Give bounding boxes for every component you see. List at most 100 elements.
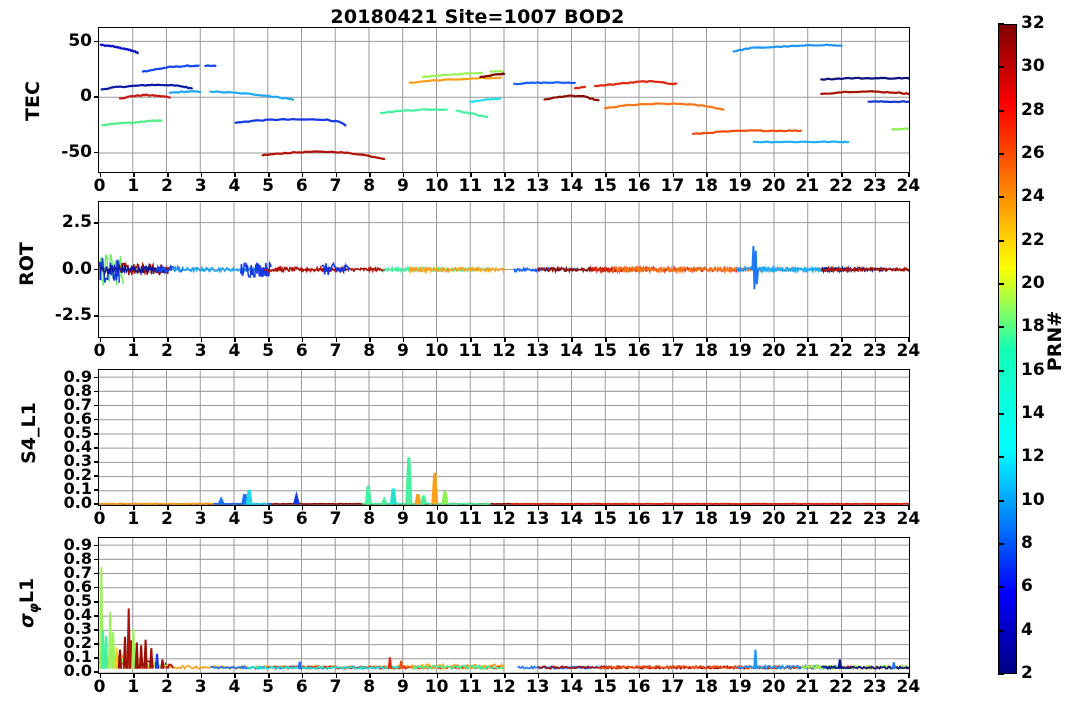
p3-xtick-mark xyxy=(99,505,102,510)
p4-ytick-mark xyxy=(94,657,99,659)
colorbar xyxy=(998,24,1017,674)
p2-xtick-label: 4 xyxy=(228,341,241,361)
p1-xtick-label: 15 xyxy=(593,176,617,196)
p3-xtick-mark xyxy=(167,505,169,510)
p3-xtick-label: 13 xyxy=(525,509,550,529)
p3-ytick-label: 0.0 xyxy=(63,493,92,513)
p3-xtick-label: 22 xyxy=(829,509,853,529)
p3-ytick-label: 0.4 xyxy=(63,437,92,457)
p2-xtick-mark xyxy=(908,337,910,342)
p3-ytick-mark xyxy=(94,475,99,477)
p3-ytick-mark xyxy=(94,376,99,379)
p3-ytick-label: 0.5 xyxy=(63,422,92,442)
p2-xtick-label: 10 xyxy=(424,341,449,361)
p3-ytick-mark xyxy=(94,461,99,463)
p3-ytick-mark xyxy=(94,447,99,449)
p4-ytick-mark xyxy=(94,600,99,603)
p3-xtick-mark xyxy=(571,505,573,510)
p3-ytick-mark xyxy=(94,432,99,435)
p1-xtick-label: 7 xyxy=(329,176,342,196)
p1-xtick-mark xyxy=(436,172,439,177)
colorbar-tick-mark xyxy=(998,23,1004,25)
p4-xtick-label: 14 xyxy=(559,677,584,697)
p3-xtick-label: 0 xyxy=(93,509,106,529)
p3-xtick-label: 2 xyxy=(161,509,173,529)
p3-xtick-label: 10 xyxy=(424,509,449,529)
p2-xtick-label: 11 xyxy=(458,341,483,361)
p2-xtick-mark xyxy=(638,337,641,342)
p4-ytick-label: 0.7 xyxy=(63,562,92,582)
colorbar-tick-mark xyxy=(998,629,1004,632)
p4-ytick-label: 0.6 xyxy=(63,576,92,596)
p4-ytick-mark xyxy=(94,615,99,617)
p2-xtick-label: 19 xyxy=(728,341,752,361)
p3-ytick-label: 0.9 xyxy=(63,366,92,386)
colorbar-tick-label: 8 xyxy=(1021,533,1033,553)
p3-ytick-label: 0.6 xyxy=(63,408,92,428)
p4-xtick-mark xyxy=(908,673,910,678)
p1-xtick-mark xyxy=(301,172,304,177)
p1-xtick-mark xyxy=(335,172,338,177)
p3-xtick-label: 3 xyxy=(194,509,207,529)
p1-xtick-label: 14 xyxy=(559,176,584,196)
p1-xtick-mark xyxy=(638,172,641,177)
p3-xtick-label: 7 xyxy=(329,509,342,529)
p1-xtick-label: 21 xyxy=(795,176,820,196)
p4-ytick-mark xyxy=(94,544,99,547)
colorbar-tick-label: 26 xyxy=(1021,143,1045,163)
colorbar-tick-mark xyxy=(998,326,1004,329)
p4-xtick-label: 6 xyxy=(295,677,308,697)
p3-xtick-label: 21 xyxy=(795,509,820,529)
p2-xtick-mark xyxy=(537,337,540,342)
p2-xtick-mark xyxy=(167,337,169,342)
p3-xtick-mark xyxy=(773,505,776,510)
p2-xtick-mark xyxy=(234,337,236,342)
p4-canvas xyxy=(99,538,909,673)
p4-ytick-mark xyxy=(94,572,99,575)
p1-xtick-mark xyxy=(369,172,371,177)
p2-ytick-mark xyxy=(94,314,99,317)
p4-xtick-label: 19 xyxy=(728,677,752,697)
p4-ytick-mark xyxy=(94,629,99,631)
p2-xtick-label: 13 xyxy=(525,341,550,361)
p2-xtick-mark xyxy=(504,337,506,342)
colorbar-tick-label: 30 xyxy=(1021,56,1045,77)
colorbar-label: PRN# xyxy=(1044,310,1066,372)
p2-canvas xyxy=(99,202,909,337)
p3-ytick-label: 0.2 xyxy=(63,465,92,485)
p1-ytick-mark xyxy=(94,151,99,154)
p4-xtick-mark xyxy=(234,673,236,678)
p4-xtick-label: 4 xyxy=(228,677,241,697)
p3-xtick-mark xyxy=(470,505,472,510)
p4-ytick-label: 0.2 xyxy=(63,633,92,653)
p2-ytick-mark xyxy=(94,222,99,224)
s4l1-plot-panel xyxy=(98,369,910,506)
colorbar-tick-mark xyxy=(998,196,1004,199)
p4-xtick-label: 12 xyxy=(492,677,516,697)
p1-xtick-mark xyxy=(841,172,843,177)
p2-xtick-mark xyxy=(571,337,573,342)
p3-xtick-mark xyxy=(133,505,135,510)
p4-xtick-mark xyxy=(571,673,573,678)
p4-xtick-mark xyxy=(369,673,371,678)
p2-xtick-mark xyxy=(739,337,742,342)
p2-ytick-label: 2.5 xyxy=(61,212,92,233)
p1-xtick-mark xyxy=(807,172,809,177)
p1-canvas xyxy=(99,28,909,172)
colorbar-tick-label: 4 xyxy=(1021,619,1033,640)
p2-xtick-mark xyxy=(470,337,472,342)
p1-xtick-mark xyxy=(402,172,405,177)
p1-xtick-label: 1 xyxy=(127,176,140,196)
p2-xtick-label: 7 xyxy=(329,341,342,361)
colorbar-tick-label: 28 xyxy=(1021,99,1045,120)
p1-xtick-label: 3 xyxy=(194,176,207,196)
p3-ytick-label: 0.1 xyxy=(63,479,92,499)
p4-xtick-mark xyxy=(706,673,708,678)
p4-xtick-mark xyxy=(436,673,439,678)
p1-ytick-label: -50 xyxy=(61,141,92,162)
p3-ytick-label: 0.3 xyxy=(63,451,92,471)
p2-xtick-label: 12 xyxy=(492,341,516,361)
p3-xtick-label: 1 xyxy=(127,509,140,529)
p4-xtick-mark xyxy=(874,673,877,678)
p2-xtick-label: 20 xyxy=(761,341,786,361)
